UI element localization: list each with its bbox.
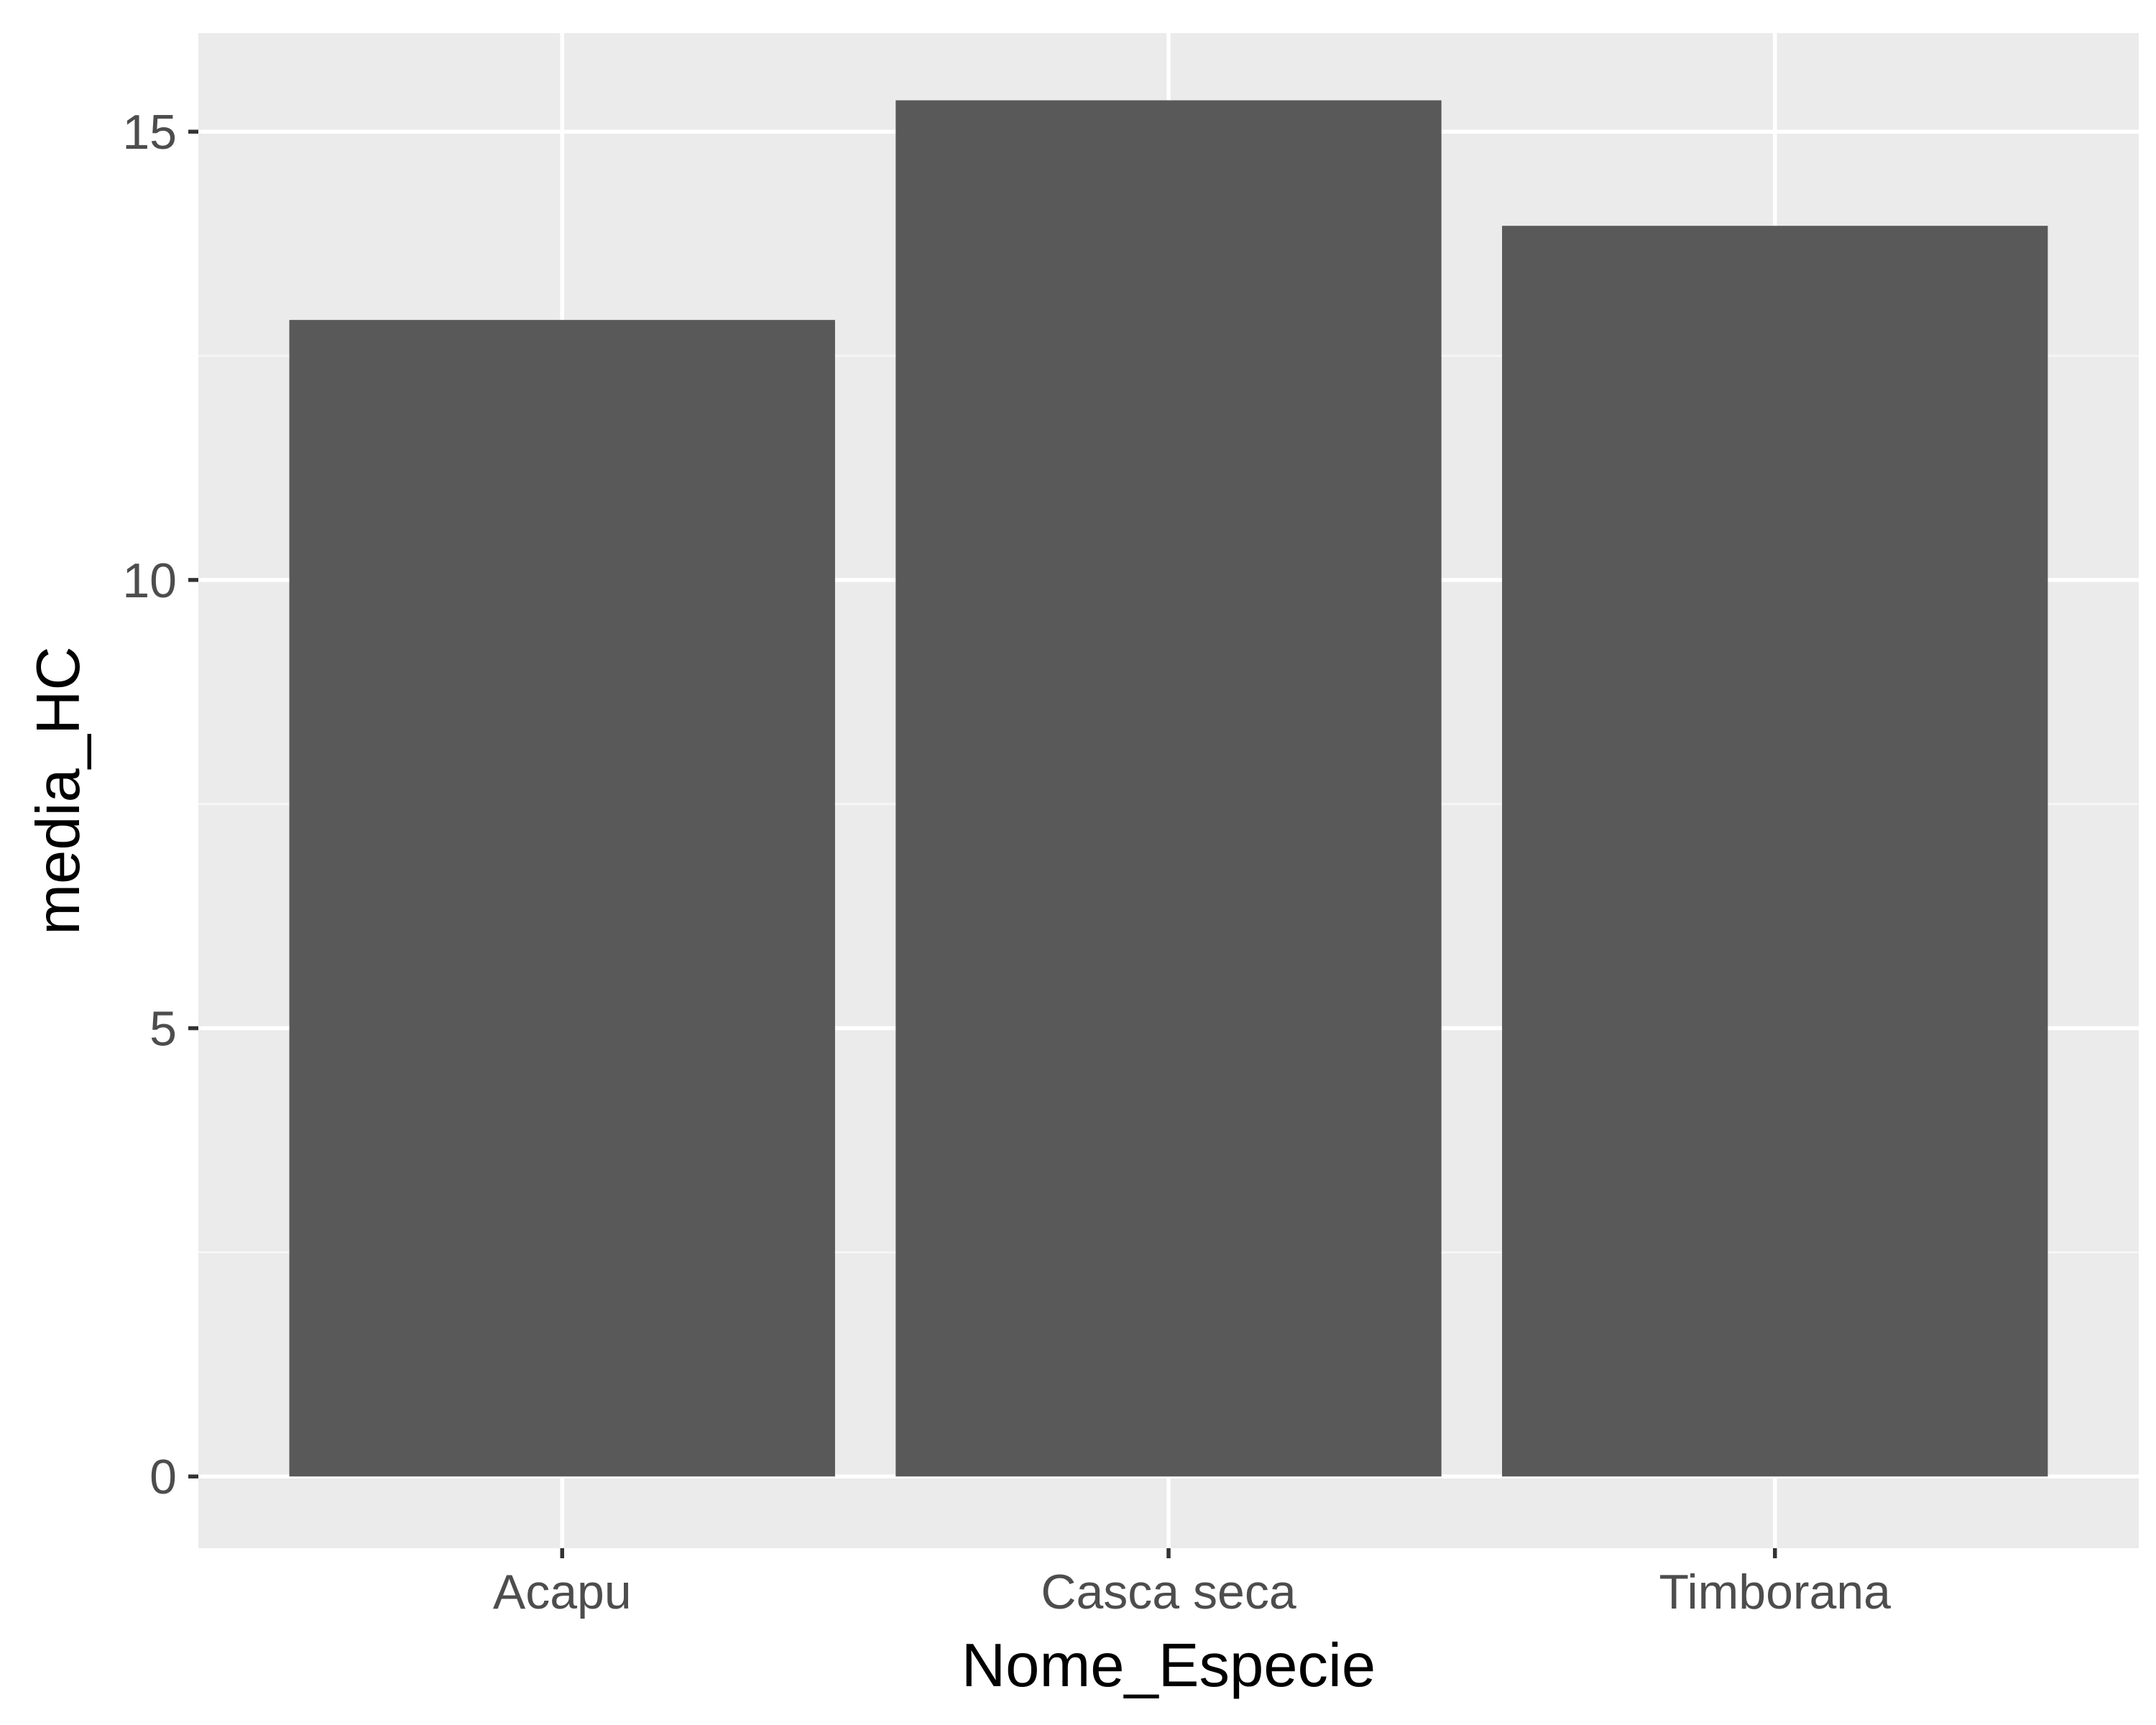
y-axis-title: media_HC <box>24 646 93 935</box>
x-axis-title: Nome_Especie <box>962 1632 1376 1700</box>
x-tick-label: Timborana <box>1659 1565 1891 1619</box>
y-axis: 0 5 10 15 <box>122 105 198 1504</box>
y-tick-label: 10 <box>122 553 177 608</box>
bars <box>289 100 2048 1477</box>
bar <box>895 100 1442 1477</box>
x-tick-label: Acapu <box>493 1565 632 1619</box>
bar <box>1502 226 2048 1477</box>
y-tick-label: 15 <box>122 105 177 160</box>
bar <box>289 320 835 1477</box>
x-tick-label: Casca seca <box>1041 1565 1296 1619</box>
y-tick-label: 0 <box>149 1450 177 1504</box>
x-axis: Acapu Casca seca Timborana <box>493 1548 1891 1619</box>
y-tick-label: 5 <box>149 1002 177 1057</box>
